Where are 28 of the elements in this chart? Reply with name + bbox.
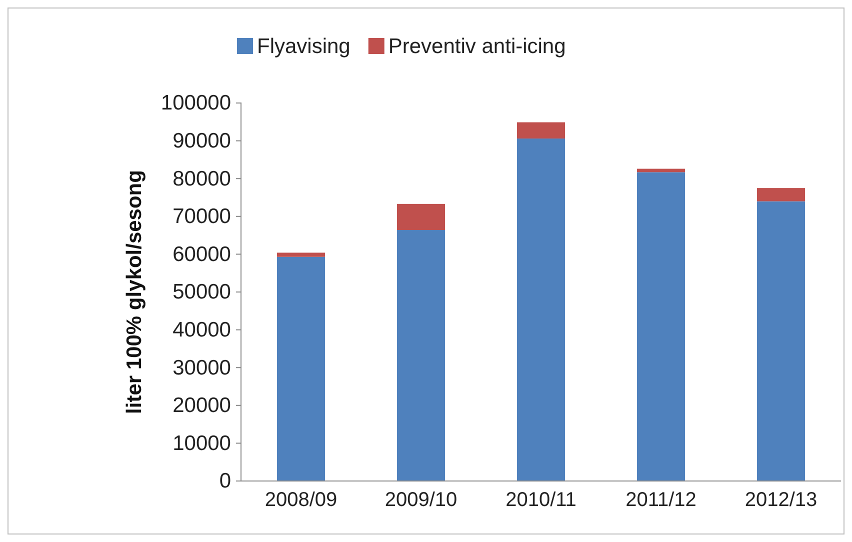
y-tick-label: 40000 — [172, 318, 231, 342]
legend-label: Flyavising — [257, 35, 350, 58]
bar — [397, 204, 445, 230]
y-tick-label: 100000 — [160, 92, 231, 115]
legend-label: Preventiv anti-icing — [388, 35, 566, 58]
x-tick-label: 2010/11 — [506, 489, 576, 511]
x-tick-label: 2012/13 — [744, 489, 818, 511]
x-tick-label: 2008/09 — [264, 489, 338, 511]
y-tick-label: 0 — [219, 470, 231, 493]
y-tick-label: 20000 — [172, 394, 231, 418]
bar — [517, 122, 565, 139]
y-tick-label: 30000 — [172, 356, 231, 380]
y-tick-label: 60000 — [172, 242, 231, 266]
bar — [277, 252, 325, 257]
y-tick-label: 70000 — [172, 205, 231, 228]
bar — [757, 201, 805, 481]
y-tick-label: 90000 — [172, 130, 231, 153]
bar — [397, 230, 445, 481]
bar — [517, 138, 565, 481]
x-tick-label: 2011/12 — [626, 489, 696, 511]
bar — [637, 172, 685, 481]
y-tick-label: 80000 — [172, 167, 231, 190]
bar — [757, 188, 805, 202]
y-tick-label: 10000 — [172, 432, 231, 455]
x-tick-label: 2009/10 — [384, 489, 458, 511]
y-tick-label: 50000 — [172, 280, 231, 304]
y-axis-title: liter 100% glykol/sesong — [123, 170, 146, 414]
bar — [277, 256, 325, 481]
